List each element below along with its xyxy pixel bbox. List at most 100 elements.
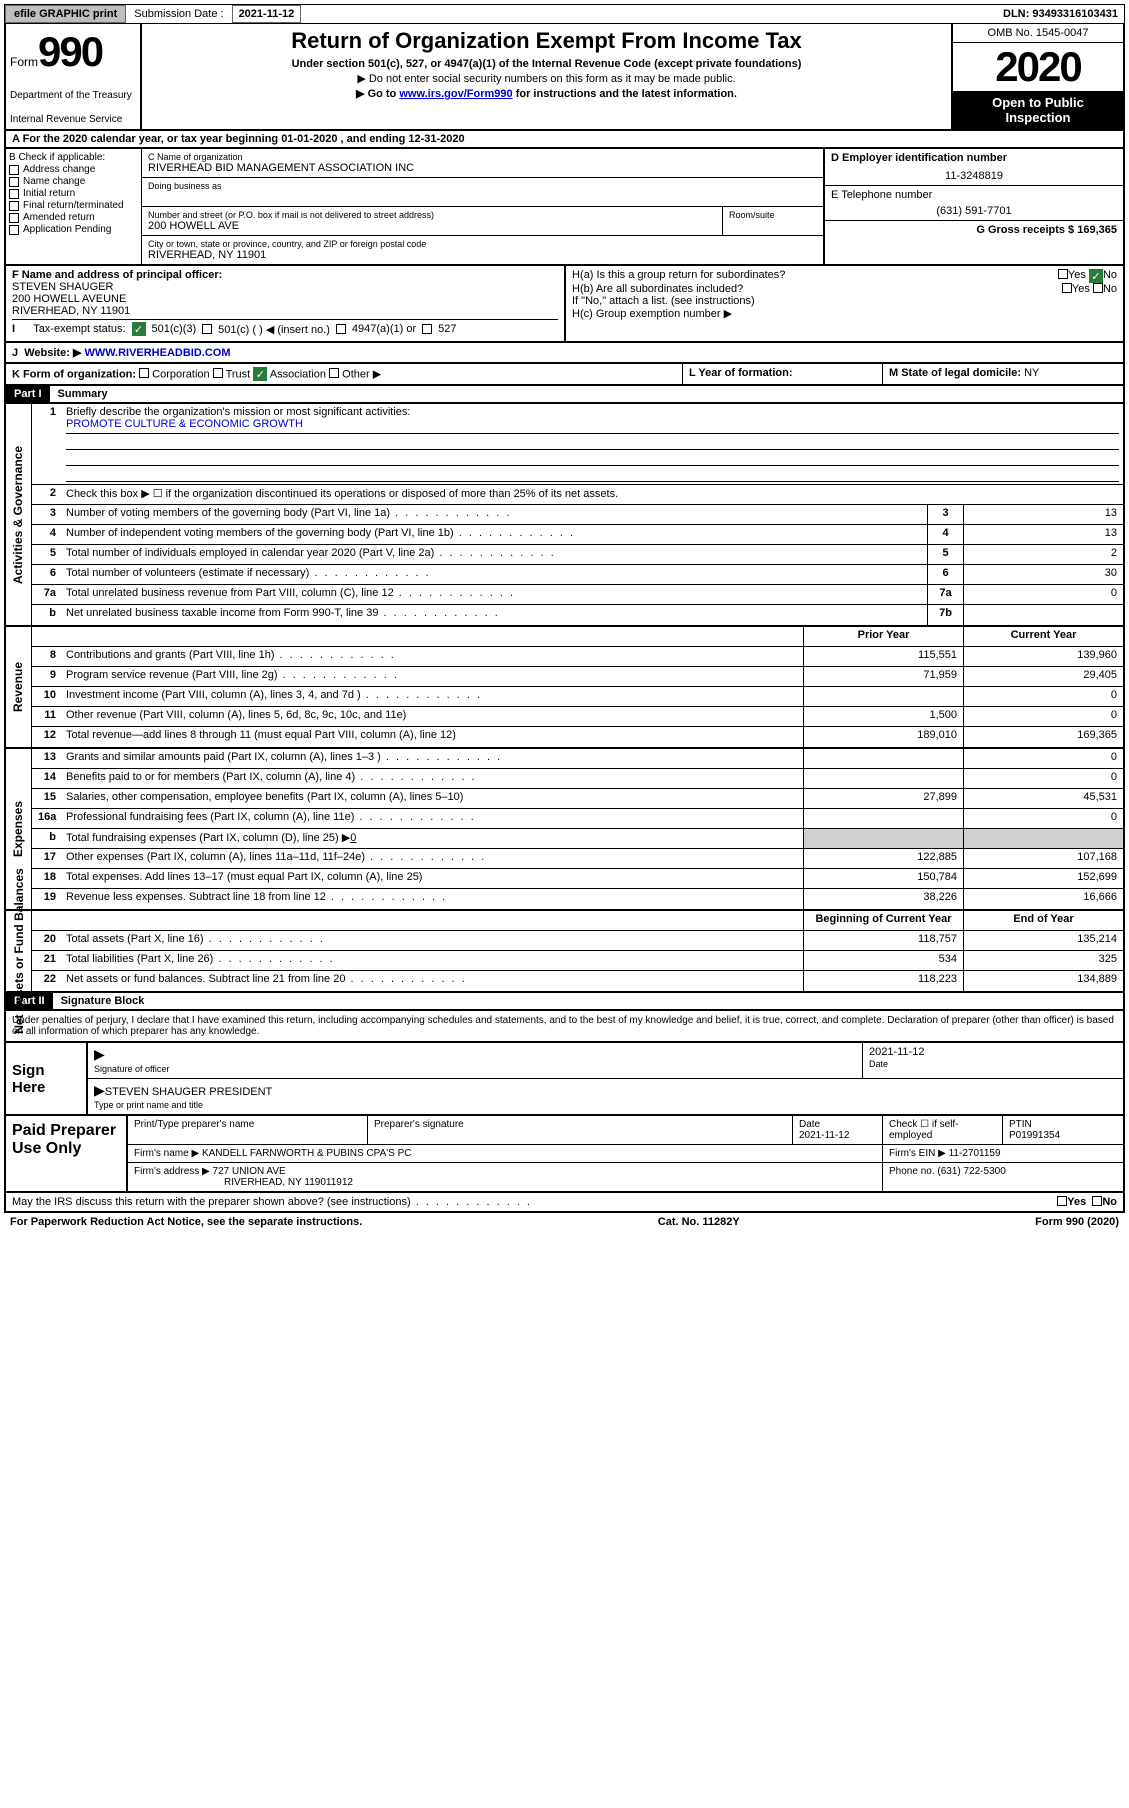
form-title: Return of Organization Exempt From Incom… — [150, 28, 943, 54]
b21: 534 — [803, 951, 963, 970]
officer-city: RIVERHEAD, NY 11901 — [12, 305, 558, 317]
arrow-icon: ▶ — [94, 1046, 105, 1062]
paid-preparer-block: Paid Preparer Use Only Print/Type prepar… — [4, 1116, 1125, 1193]
v4: 13 — [963, 525, 1123, 544]
b22: 118,223 — [803, 971, 963, 991]
q13: Grants and similar amounts paid (Part IX… — [62, 749, 803, 768]
chk-discuss-no[interactable] — [1092, 1196, 1102, 1206]
ptin-val: P01991354 — [1009, 1130, 1060, 1141]
c11: 0 — [963, 707, 1123, 726]
chk-501c[interactable] — [202, 324, 212, 334]
chk-discuss-yes[interactable] — [1057, 1196, 1067, 1206]
declaration-text: Under penalties of perjury, I declare th… — [4, 1011, 1125, 1043]
website-link[interactable]: WWW.RIVERHEADBID.COM — [84, 347, 230, 359]
q16a: Professional fundraising fees (Part IX, … — [62, 809, 803, 828]
q19: Revenue less expenses. Subtract line 18 … — [62, 889, 803, 909]
p16a — [803, 809, 963, 828]
page-footer: For Paperwork Reduction Act Notice, see … — [4, 1213, 1125, 1231]
c15: 45,531 — [963, 789, 1123, 808]
chk-application-pending[interactable] — [9, 225, 19, 235]
omb-number: OMB No. 1545-0047 — [953, 24, 1123, 43]
paid-preparer-label: Paid Preparer Use Only — [6, 1116, 126, 1191]
city-label: City or town, state or province, country… — [148, 239, 817, 249]
part1-num: Part I — [6, 386, 50, 402]
q6: Total number of volunteers (estimate if … — [62, 565, 927, 584]
c16a: 0 — [963, 809, 1123, 828]
preparer-self-employed: Check ☐ if self-employed — [883, 1116, 1003, 1144]
end-year-hdr: End of Year — [963, 911, 1123, 930]
irs-link[interactable]: www.irs.gov/Form990 — [399, 88, 512, 100]
c9: 29,405 — [963, 667, 1123, 686]
gross-receipts-value: 169,365 — [1077, 224, 1117, 236]
chk-ha-no[interactable]: ✓ — [1089, 269, 1103, 283]
chk-address-change[interactable] — [9, 165, 19, 175]
submission-label: Submission Date : — [130, 6, 227, 22]
chk-amended[interactable] — [9, 213, 19, 223]
form-number: 990 — [38, 28, 102, 75]
e22: 134,889 — [963, 971, 1123, 991]
prior-year-hdr: Prior Year — [803, 627, 963, 646]
sig-date-label: Date — [869, 1059, 888, 1069]
side-net-assets: Net Assets or Fund Balances — [6, 911, 32, 991]
preparer-sig-hdr: Preparer's signature — [368, 1116, 793, 1144]
discuss-text: May the IRS discuss this return with the… — [12, 1196, 1057, 1208]
dln: DLN: 93493316103431 — [997, 6, 1124, 22]
q17: Other expenses (Part IX, column (A), lin… — [62, 849, 803, 868]
p10 — [803, 687, 963, 706]
chk-ha-yes[interactable] — [1058, 269, 1068, 279]
chk-final-return[interactable] — [9, 201, 19, 211]
hc-label: H(c) Group exemption number ▶ — [572, 307, 1117, 320]
org-name: RIVERHEAD BID MANAGEMENT ASSOCIATION INC — [148, 162, 817, 174]
part1-header: Part I Summary — [4, 386, 1125, 404]
tax-year: 2020 — [953, 43, 1123, 91]
firm-addr1: 727 UNION AVE — [213, 1166, 286, 1177]
chk-501c3[interactable]: ✓ — [132, 322, 146, 336]
chk-4947[interactable] — [336, 324, 346, 334]
v3: 13 — [963, 505, 1123, 524]
box-b-label: B Check if applicable: — [9, 152, 138, 163]
current-year-hdr: Current Year — [963, 627, 1123, 646]
chk-corp[interactable] — [139, 368, 149, 378]
chk-other[interactable] — [329, 368, 339, 378]
box-m-value: NY — [1024, 367, 1039, 379]
p19: 38,226 — [803, 889, 963, 909]
p8: 115,551 — [803, 647, 963, 666]
q21: Total liabilities (Part X, line 26) — [62, 951, 803, 970]
q18: Total expenses. Add lines 13–17 (must eq… — [62, 869, 803, 888]
open-inspection: Open to PublicInspection — [953, 91, 1123, 129]
chk-hb-yes[interactable] — [1062, 283, 1072, 293]
chk-association[interactable]: ✓ — [253, 367, 267, 381]
chk-trust[interactable] — [213, 368, 223, 378]
p14 — [803, 769, 963, 788]
city-state-zip: RIVERHEAD, NY 11901 — [148, 249, 817, 261]
ein-value: 11-3248819 — [831, 164, 1117, 182]
firm-phone-label: Phone no. — [889, 1166, 935, 1177]
firm-addr-label: Firm's address ▶ — [134, 1166, 210, 1177]
officer-name: STEVEN SHAUGER — [12, 281, 558, 293]
chk-527[interactable] — [422, 324, 432, 334]
chk-hb-no[interactable] — [1093, 283, 1103, 293]
row-kl: K Form of organization: Corporation Trus… — [4, 364, 1125, 386]
begin-year-hdr: Beginning of Current Year — [803, 911, 963, 930]
dba-label: Doing business as — [148, 181, 817, 191]
ha-label: H(a) Is this a group return for subordin… — [572, 269, 1058, 283]
officer-label: F Name and address of principal officer: — [12, 269, 222, 281]
mission-value: PROMOTE CULTURE & ECONOMIC GROWTH — [66, 418, 1119, 434]
q12: Total revenue—add lines 8 through 11 (mu… — [62, 727, 803, 747]
sig-name-label: Type or print name and title — [94, 1100, 203, 1110]
sig-name-value: STEVEN SHAUGER PRESIDENT — [105, 1086, 272, 1098]
tax-exempt-label: Tax-exempt status: — [33, 323, 125, 335]
firm-name-value: KANDELL FARNWORTH & PUBINS CPA'S PC — [202, 1148, 412, 1159]
form-subtitle: Under section 501(c), 527, or 4947(a)(1)… — [150, 58, 943, 70]
q1: Briefly describe the organization's miss… — [66, 406, 410, 418]
v5: 2 — [963, 545, 1123, 564]
chk-initial-return[interactable] — [9, 189, 19, 199]
chk-name-change[interactable] — [9, 177, 19, 187]
e20: 135,214 — [963, 931, 1123, 950]
officer-street: 200 HOWELL AVEUNE — [12, 293, 558, 305]
efile-print-button[interactable]: efile GRAPHIC print — [5, 5, 126, 23]
v6: 30 — [963, 565, 1123, 584]
q8: Contributions and grants (Part VIII, lin… — [62, 647, 803, 666]
q16b: Total fundraising expenses (Part IX, col… — [62, 829, 803, 848]
preparer-name-hdr: Print/Type preparer's name — [128, 1116, 368, 1144]
